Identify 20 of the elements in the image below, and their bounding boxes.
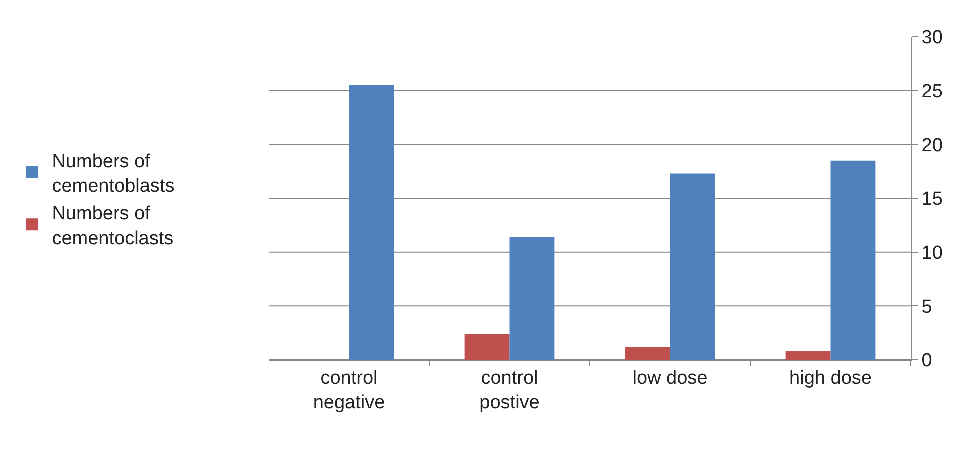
- y-tick-label: 10: [922, 242, 943, 264]
- bar: [464, 334, 510, 360]
- x-tick-label: control postive: [480, 368, 540, 414]
- legend-label: Numbers of cementoclasts: [52, 204, 174, 250]
- bar: [510, 237, 555, 360]
- y-tick-label: 5: [922, 296, 932, 318]
- bar: [349, 85, 394, 360]
- y-tick-label: 20: [922, 135, 943, 156]
- x-tick-label: high dose: [790, 368, 872, 389]
- x-tick-label: low dose: [632, 368, 708, 389]
- bar: [625, 347, 670, 360]
- bar: [830, 160, 876, 360]
- y-tick-label: 25: [922, 81, 943, 102]
- y-tick-label: 0: [922, 350, 932, 372]
- legend-label: Numbers of cementoblasts: [52, 151, 175, 197]
- bar: [670, 174, 716, 360]
- y-tick-label: 30: [922, 28, 943, 49]
- x-tick-label: control negative: [313, 368, 386, 414]
- y-tick-label: 15: [922, 189, 943, 210]
- bar: [786, 351, 831, 360]
